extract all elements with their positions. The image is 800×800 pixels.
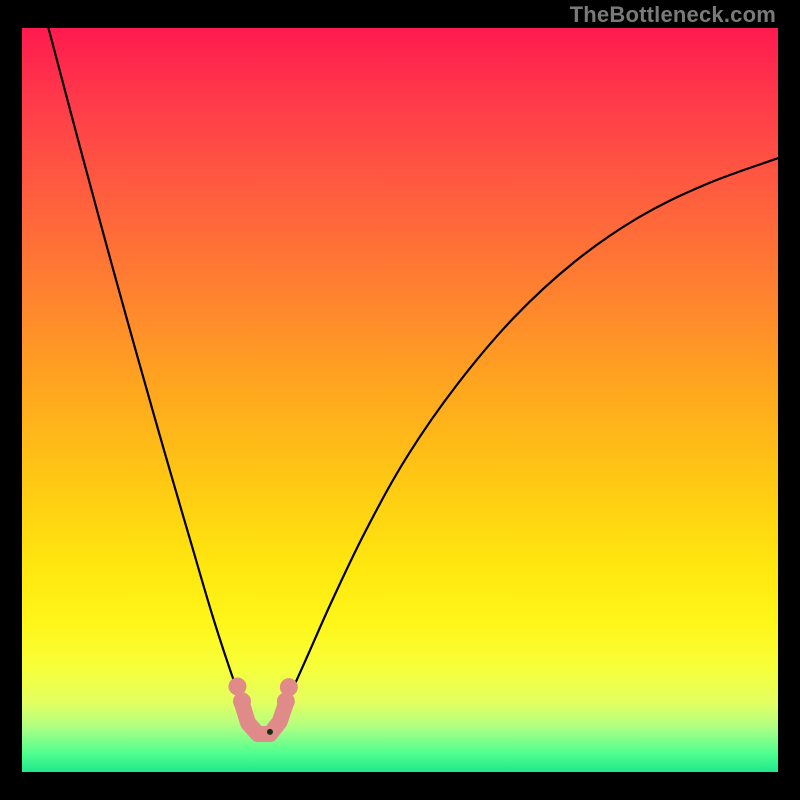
curve-layer: [22, 28, 778, 772]
marker-center-dot: [267, 729, 273, 735]
bottleneck-curve: [48, 28, 778, 735]
chart-frame: TheBottleneck.com: [0, 0, 800, 800]
marker-dot: [233, 692, 251, 710]
marker-lpath: [242, 704, 286, 735]
plot-area: [22, 28, 778, 772]
watermark-text: TheBottleneck.com: [570, 2, 776, 28]
marker-dot: [280, 678, 298, 696]
